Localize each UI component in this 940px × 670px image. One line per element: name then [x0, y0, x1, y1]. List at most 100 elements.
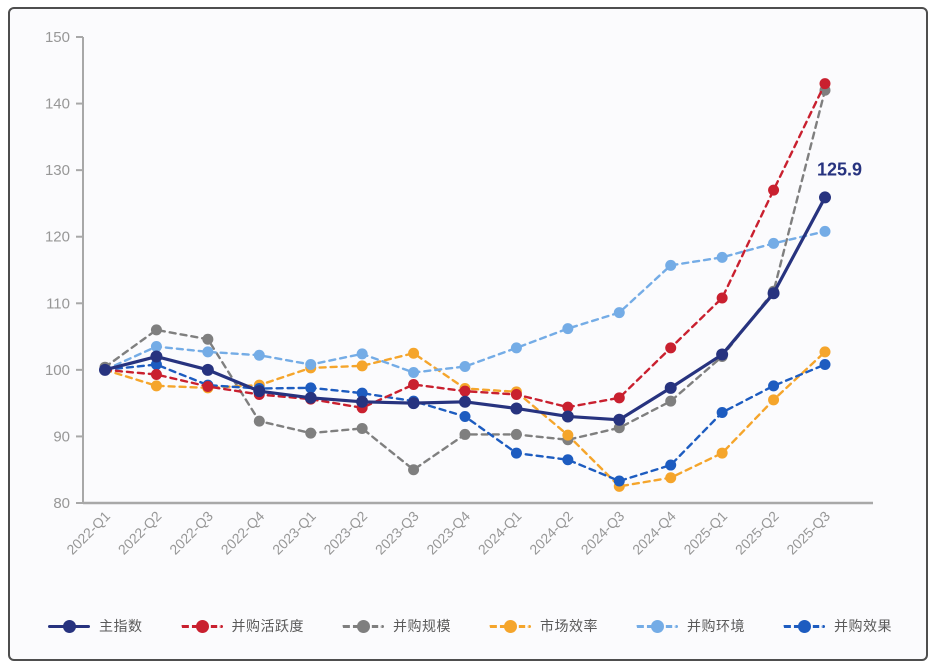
data-point — [768, 380, 780, 392]
data-point — [150, 324, 162, 336]
data-point — [459, 385, 471, 397]
legend-label: 主指数 — [99, 618, 143, 634]
x-axis-label: 2022-Q1 — [63, 508, 113, 558]
legend-marker-icon — [48, 619, 90, 633]
y-axis-label: 130 — [45, 162, 70, 179]
data-point — [253, 385, 266, 398]
legend-item-1[interactable]: 并购活跃度 — [180, 616, 305, 636]
x-axis-label: 2022-Q4 — [218, 508, 268, 558]
data-point — [202, 333, 214, 345]
x-axis-label: 2023-Q3 — [372, 508, 422, 558]
data-point — [716, 251, 728, 263]
y-axis-label: 110 — [46, 295, 70, 312]
x-axis-label: 2024-Q3 — [578, 508, 628, 558]
data-point — [562, 323, 574, 335]
data-point — [562, 401, 574, 413]
x-axis-label: 2023-Q1 — [269, 508, 319, 558]
x-axis-label: 2024-Q1 — [475, 508, 525, 558]
data-point — [150, 369, 162, 381]
data-point — [510, 447, 522, 459]
data-point — [768, 237, 780, 249]
data-point — [664, 381, 677, 394]
legend-item-2[interactable]: 并购规模 — [342, 616, 451, 636]
data-point — [408, 379, 420, 391]
value-annotation: 125.9 — [817, 159, 862, 179]
y-axis-label: 90 — [53, 428, 70, 445]
data-point — [408, 367, 420, 379]
chart-frame — [8, 7, 928, 661]
data-point — [562, 429, 574, 441]
data-point — [561, 410, 574, 423]
data-point — [665, 472, 677, 484]
data-point — [819, 225, 831, 237]
y-axis-label: 120 — [45, 229, 70, 246]
legend-label: 并购效果 — [834, 618, 892, 634]
legend-marker-icon — [783, 619, 825, 633]
legend-item-5[interactable]: 并购效果 — [783, 616, 892, 636]
legend-marker-icon — [636, 619, 678, 633]
y-axis-label: 150 — [45, 29, 70, 46]
data-point — [150, 341, 162, 353]
data-point — [613, 392, 625, 404]
data-point — [459, 428, 471, 440]
x-axis-label: 2024-Q4 — [629, 508, 679, 558]
data-point — [510, 388, 522, 400]
data-point — [716, 348, 729, 361]
data-point — [613, 475, 625, 487]
data-point — [716, 292, 728, 304]
data-point — [99, 363, 111, 376]
data-point — [665, 459, 677, 471]
data-point — [768, 394, 780, 406]
data-point — [665, 395, 677, 407]
legend-item-0[interactable]: 主指数 — [48, 616, 143, 636]
data-point — [304, 391, 317, 404]
data-point — [716, 447, 728, 459]
data-point — [202, 346, 214, 358]
data-point — [408, 464, 420, 476]
data-point — [510, 402, 523, 415]
data-point — [665, 259, 677, 271]
x-axis-label: 2023-Q2 — [320, 508, 370, 558]
x-axis-label: 2025-Q1 — [680, 508, 730, 558]
data-point — [356, 360, 368, 372]
legend-label: 市场效率 — [540, 618, 598, 634]
data-point — [613, 413, 626, 426]
data-point — [201, 363, 214, 376]
data-point — [408, 347, 420, 359]
data-point — [305, 427, 317, 439]
x-axis-label: 2025-Q2 — [732, 508, 782, 558]
data-point — [768, 184, 780, 196]
data-point — [716, 406, 728, 418]
data-point — [407, 397, 420, 410]
data-point — [510, 428, 522, 440]
data-point — [150, 380, 162, 392]
data-point — [562, 454, 574, 466]
data-point — [356, 422, 368, 434]
y-axis-label: 140 — [45, 96, 70, 113]
x-axis-label: 2025-Q3 — [783, 508, 833, 558]
data-point — [819, 346, 831, 358]
data-point — [150, 350, 163, 363]
y-axis-label: 100 — [45, 362, 70, 379]
legend-item-4[interactable]: 并购环境 — [636, 616, 745, 636]
data-point — [305, 382, 317, 394]
x-axis-label: 2023-Q4 — [423, 508, 473, 558]
data-point — [202, 381, 214, 392]
data-point — [767, 287, 780, 300]
data-point — [459, 410, 471, 422]
legend-marker-icon — [342, 619, 384, 633]
x-axis-label: 2024-Q2 — [526, 508, 576, 558]
data-point — [665, 342, 677, 354]
data-point — [459, 361, 471, 373]
legend-marker-icon — [489, 619, 531, 633]
legend-label: 并购活跃度 — [231, 618, 304, 634]
data-point — [613, 307, 625, 319]
data-point — [356, 348, 368, 360]
legend-label: 并购环境 — [687, 618, 745, 634]
legend-marker-icon — [180, 619, 223, 633]
legend-item-3[interactable]: 市场效率 — [489, 616, 598, 636]
legend-label: 并购规模 — [393, 618, 451, 634]
data-point — [305, 359, 317, 371]
